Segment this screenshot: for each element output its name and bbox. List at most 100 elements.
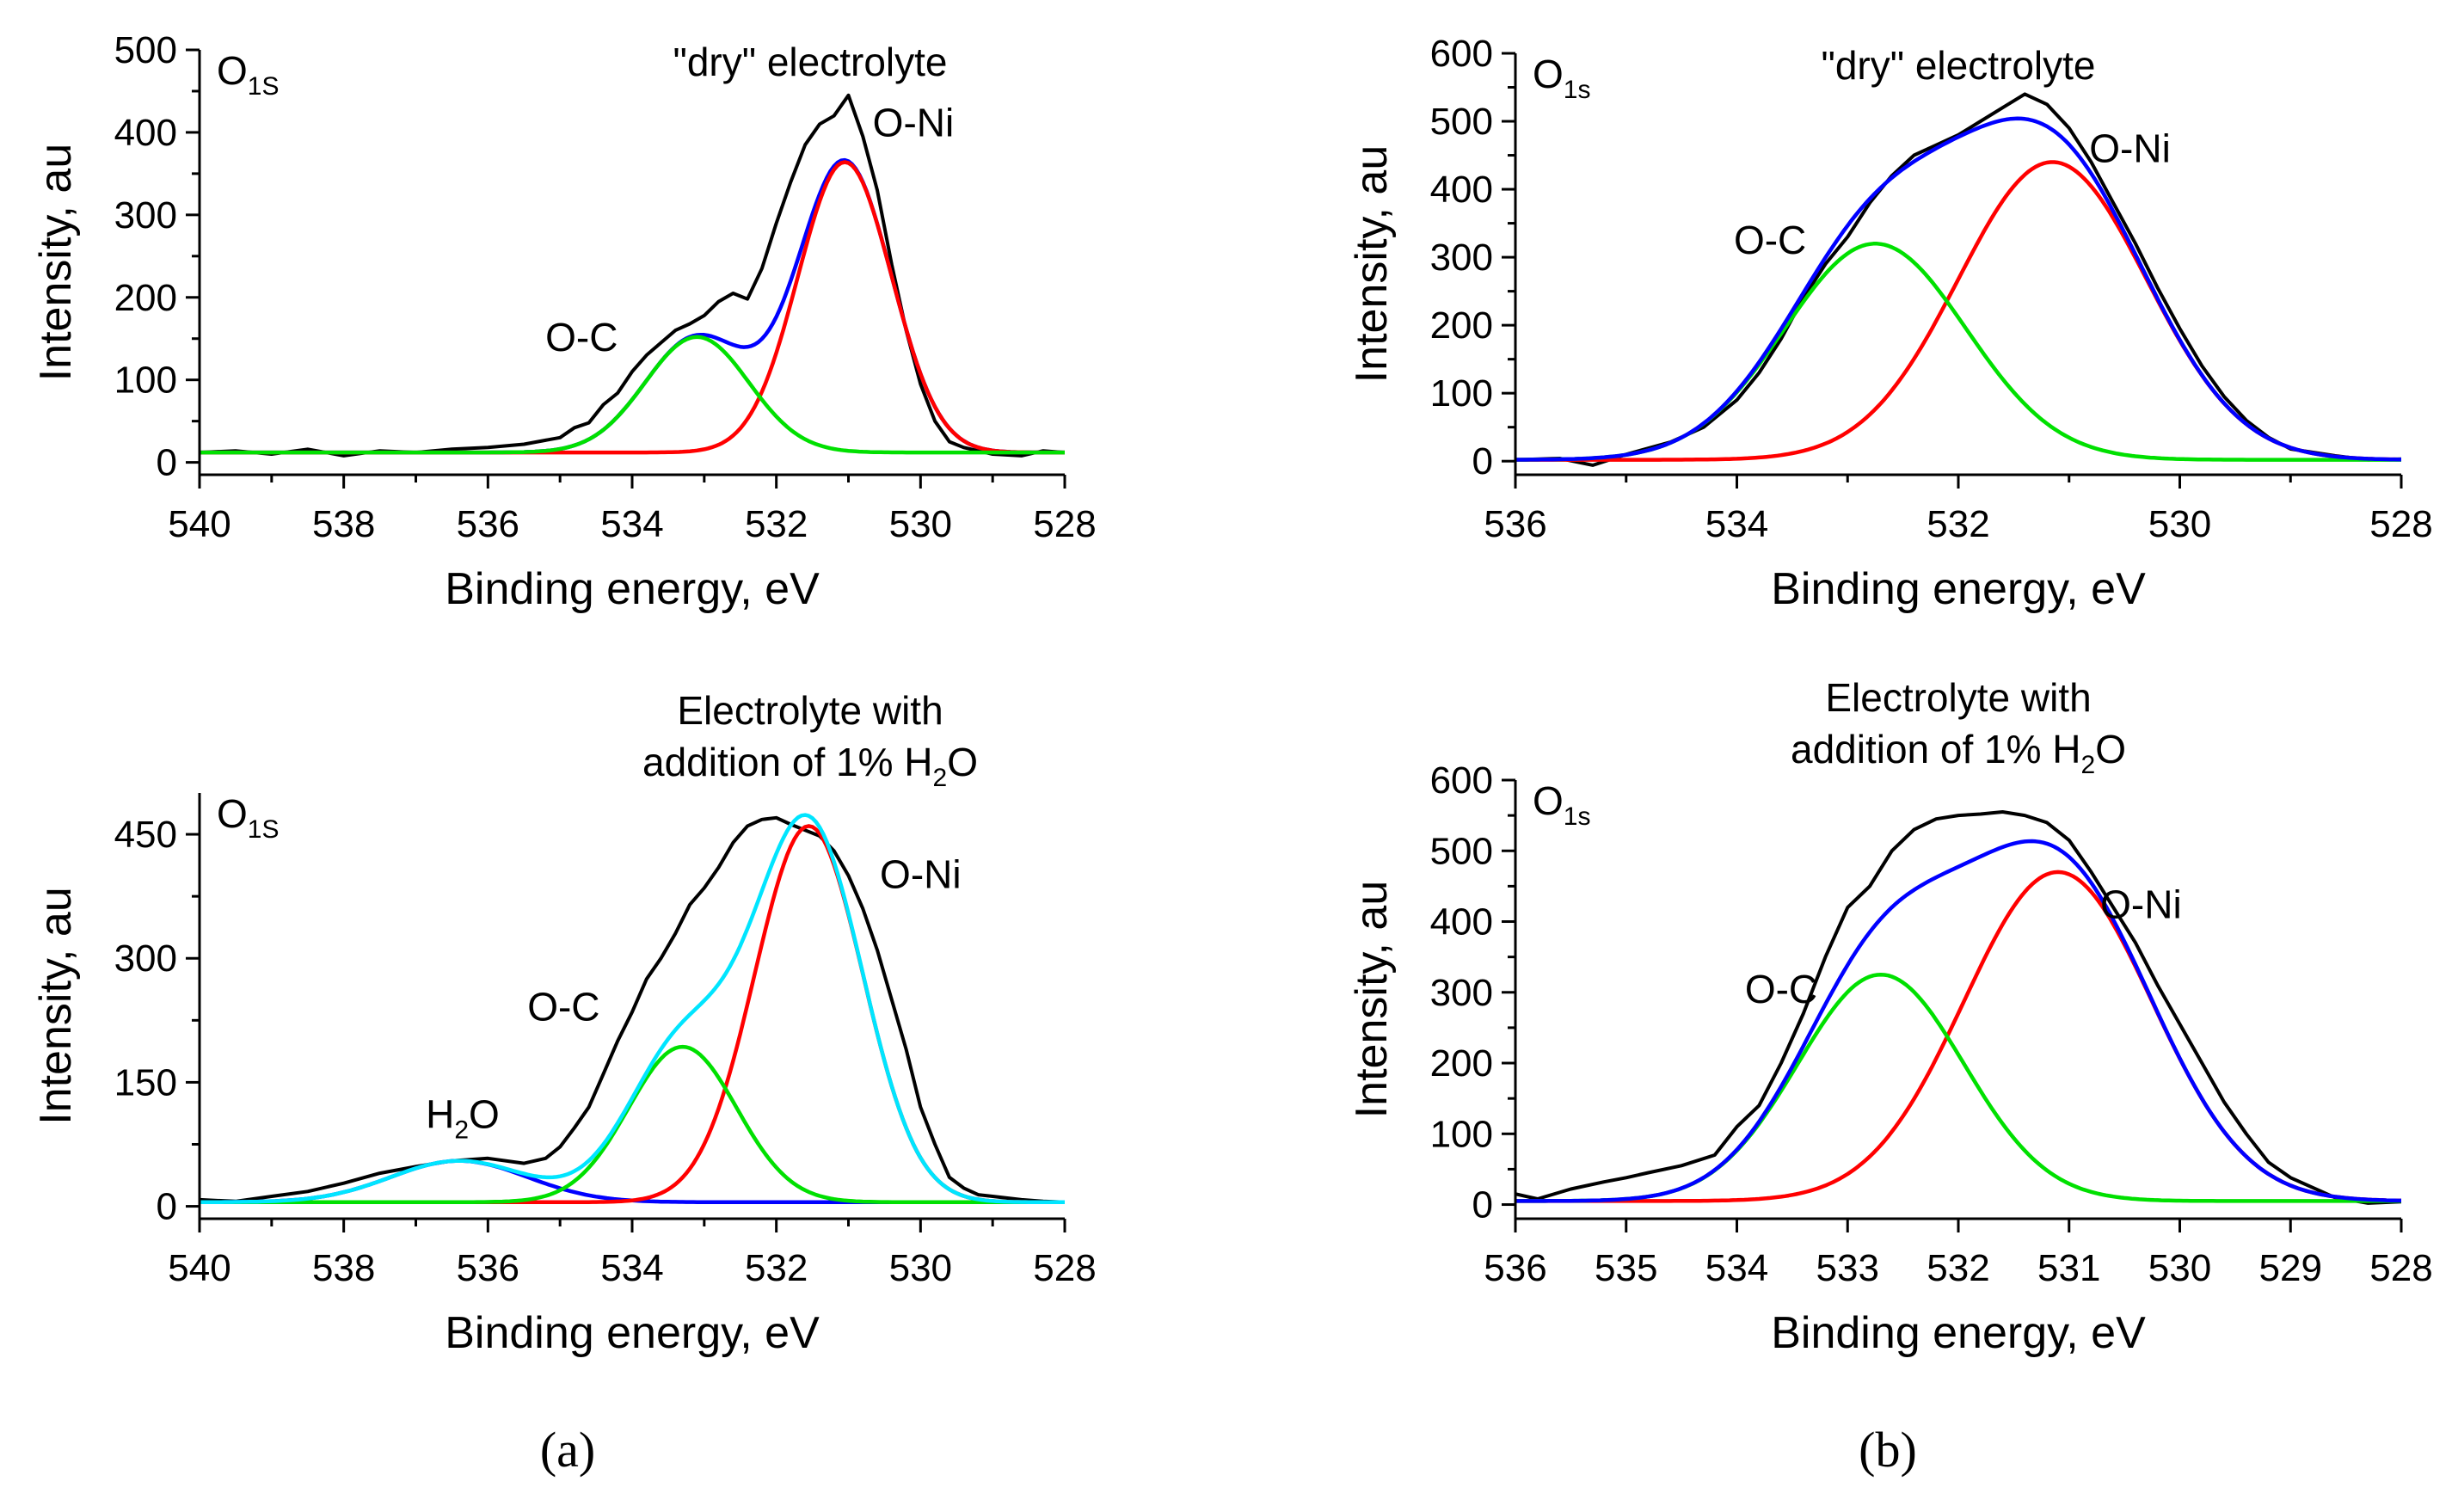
peak-label-o-ni: O-Ni	[873, 101, 955, 145]
charts-layer: 540 538 536 534 532 530 5280100200300400500Bin…	[31, 29, 2433, 1358]
x-tick-label: 529	[2259, 1247, 2322, 1289]
series-raw	[1515, 92, 2401, 467]
x-tick-label: 538	[312, 503, 375, 545]
y-tick-label: 600	[1430, 33, 1493, 75]
peak-label-o-c: O-C	[545, 315, 618, 360]
chart-title-line2-text: addition of 1% H	[1791, 727, 2081, 771]
chart-title-line2-suffix: O	[947, 740, 978, 784]
chart-title-line1: Electrolyte with	[677, 688, 943, 733]
y-tick-label: 400	[114, 112, 177, 154]
y-tick-label: 300	[114, 937, 177, 980]
x-tick-label: 540	[168, 503, 230, 545]
x-tick-label: 532	[1927, 1247, 1989, 1289]
chart-title-line2: addition of 1% H2O	[1791, 727, 2126, 779]
chart-b-bottom: 536 535 534 533 532 531 530 529 528 0 100 200 300 400…	[1347, 675, 2433, 1358]
y-tick-label: 0	[1472, 440, 1493, 482]
element-label: O1S	[217, 48, 279, 101]
y-tick-label: 200	[1430, 1042, 1493, 1085]
peak-label-o-ni: O-Ni	[2089, 126, 2171, 170]
x-tick-label: 528	[1033, 503, 1096, 545]
element-label-main: O	[217, 791, 248, 836]
x-axis-label: Binding energy, eV	[1771, 1308, 2146, 1358]
peak-label-o-ni: O-Ni	[2100, 882, 2182, 926]
x-tick-label: 532	[1927, 503, 1989, 545]
x-axis-label: Binding energy, eV	[1771, 564, 2146, 614]
element-label: O1S	[217, 791, 279, 844]
x-tick-label: 536	[457, 1247, 519, 1289]
y-tick-label: 200	[1430, 304, 1493, 347]
peak-label-h2o-sub: 2	[454, 1116, 469, 1144]
x-tick-label: 535	[1595, 1247, 1657, 1289]
chart-title-line2-suffix: O	[2095, 727, 2126, 771]
chart-title-line2-text: addition of 1% H	[642, 740, 933, 784]
chart-b-top: 536 534 532 530 528 0 100 200 300 400 500 600 Bindin…	[1347, 33, 2433, 614]
x-tick-label: 534	[600, 1247, 663, 1289]
x-tick-label: 540	[168, 1247, 230, 1289]
element-label-sub: 1s	[1564, 76, 1591, 104]
y-tick-label: 100	[1430, 372, 1493, 415]
peak-label-o-c: O-C	[1734, 218, 1806, 262]
chart-title: "dry" electrolyte	[1822, 43, 2096, 88]
x-tick-label: 530	[889, 503, 952, 545]
peak-label-h2o-main: H	[426, 1091, 454, 1136]
element-label-sub: 1S	[248, 815, 280, 844]
y-tick-label: 500	[1430, 101, 1493, 143]
element-label: O1s	[1533, 52, 1590, 104]
x-tick-label: 533	[1816, 1247, 1879, 1289]
x-tick-label: 528	[2369, 1247, 2432, 1289]
x-tick-label: 536	[1484, 1247, 1546, 1289]
series-raw	[200, 93, 1065, 458]
element-label-sub: 1s	[1564, 802, 1591, 831]
y-tick-label: 300	[1430, 237, 1493, 279]
chart-title: "dry" electrolyte	[673, 40, 948, 84]
x-tick-label: 530	[2148, 503, 2211, 545]
element-label-main: O	[1533, 778, 1564, 823]
y-tick-label: 300	[114, 194, 177, 237]
series-o-ni-fit	[1515, 870, 2401, 1203]
y-tick-label: 450	[114, 814, 177, 856]
y-tick-label: 400	[1430, 169, 1493, 211]
series-envelope	[1515, 839, 2401, 1203]
caption-a: (a)	[540, 1422, 595, 1478]
x-axis-label: Binding energy, eV	[445, 564, 820, 614]
series-raw	[1515, 810, 2401, 1205]
element-label-main: O	[217, 48, 248, 93]
x-tick-label: 538	[312, 1247, 375, 1289]
chart-title-line2: addition of 1% H2O	[642, 740, 978, 792]
x-tick-label: 536	[457, 503, 519, 545]
peak-label-h2o: H2O	[426, 1091, 500, 1144]
x-tick-label: 536	[1484, 503, 1546, 545]
series-envelope	[200, 813, 1065, 1205]
element-label: O1s	[1533, 778, 1590, 831]
x-axis-label: Binding energy, eV	[445, 1308, 820, 1358]
peak-label-o-c: O-C	[1745, 967, 1817, 1011]
peak-label-o-ni: O-Ni	[880, 852, 962, 897]
peak-label-o-c: O-C	[527, 984, 599, 1029]
y-tick-label: 400	[1430, 901, 1493, 943]
chart-title-line1: Electrolyte with	[1825, 675, 2091, 720]
series-o-ni-fit	[1515, 160, 2401, 462]
y-tick-label: 0	[157, 1186, 177, 1228]
y-tick-label: 100	[114, 360, 177, 402]
x-tick-label: 528	[2369, 503, 2432, 545]
y-tick-label: 0	[1472, 1184, 1493, 1226]
element-label-main: O	[1533, 52, 1564, 96]
y-axis-label: Intensity, au	[1347, 145, 1397, 384]
series-o-c-fit	[1515, 972, 2401, 1203]
y-tick-label: 150	[114, 1061, 177, 1103]
chart-a-top: 540 538 536 534 532 530 528 0 100 200 300 400 500 Bin…	[31, 29, 1097, 614]
y-tick-label: 500	[114, 29, 177, 71]
series-o-ni-fit	[200, 160, 1065, 455]
x-tick-label: 531	[2037, 1247, 2100, 1289]
element-label-sub: 1S	[248, 72, 280, 101]
y-tick-label: 100	[1430, 1113, 1493, 1155]
y-axis-label: Intensity, au	[31, 144, 81, 382]
x-tick-label: 530	[889, 1247, 952, 1289]
x-tick-label: 534	[1705, 503, 1768, 545]
x-tick-label: 528	[1033, 1247, 1096, 1289]
series-envelope	[1515, 116, 2401, 462]
chart-a-bottom: 540 538 536 534 532 530 528 0 150 300 450 Binding e…	[31, 688, 1097, 1358]
y-axis-label: Intensity, au	[1347, 881, 1397, 1119]
